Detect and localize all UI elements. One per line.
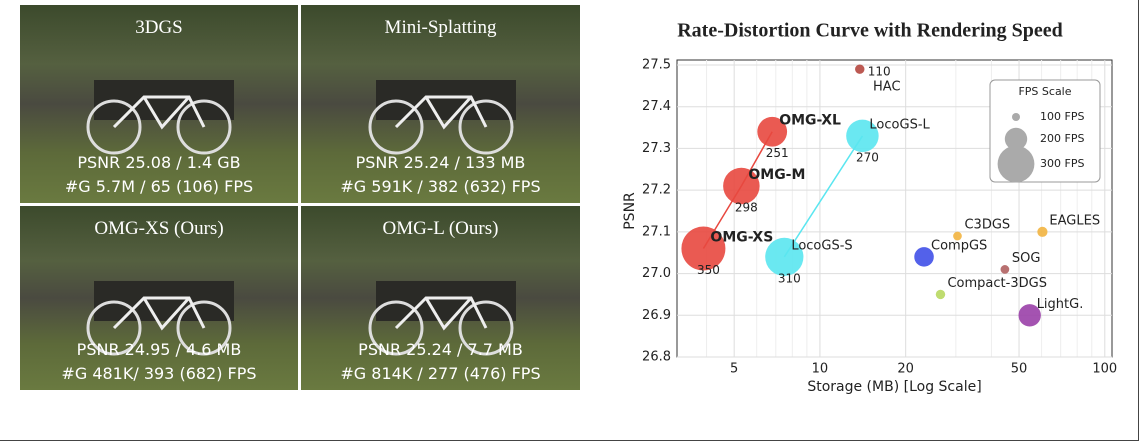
legend-label: 100 FPS — [1040, 110, 1084, 123]
caption: PSNR 24.95 / 4.6 MB — [20, 340, 298, 359]
point-label: CompGS — [931, 238, 987, 253]
point-label: C3DGS — [964, 218, 1010, 233]
fps-label: 251 — [766, 146, 789, 160]
point-label: LightG. — [1037, 297, 1084, 312]
caption: PSNR 25.24 / 7.7 MB — [301, 340, 580, 359]
y-tick-label: 27.3 — [642, 141, 671, 156]
y-tick-label: 26.9 — [642, 308, 671, 323]
bike-shape — [356, 75, 526, 155]
point-label: OMG-M — [748, 167, 805, 183]
point-label: OMG-XL — [779, 113, 841, 129]
y-tick-label: 27.4 — [642, 99, 671, 114]
image-panel: 3DGS PSNR 25.08 / 1.4 GB #G 5.7M / 65 (106… — [20, 5, 298, 203]
x-tick-label: 10 — [812, 362, 829, 377]
caption: PSNR 25.08 / 1.4 GB — [20, 153, 298, 172]
y-tick-label: 27.2 — [642, 183, 671, 198]
y-tick-label: 27.1 — [642, 224, 671, 239]
x-tick-label: 50 — [1011, 362, 1028, 377]
legend-bubble — [1012, 113, 1020, 121]
panel-title: 3DGS — [20, 17, 298, 39]
chart-title: Rate-Distortion Curve with Rendering Spe… — [677, 20, 1063, 42]
bubble — [1037, 227, 1047, 237]
panel-title: OMG-XS (Ours) — [20, 218, 298, 240]
point-label: Compact-3DGS — [947, 276, 1046, 291]
legend-bubble — [998, 146, 1035, 183]
page: 3DGS PSNR 25.08 / 1.4 GB #G 5.7M / 65 (106… — [0, 0, 1140, 442]
image-panel: OMG-XS (Ours) PSNR 24.95 / 4.6 MB #G 481K/… — [20, 206, 298, 390]
caption: #G 481K/ 393 (682) FPS — [20, 364, 298, 383]
caption: PSNR 25.24 / 133 MB — [301, 153, 580, 172]
legend-label: 200 FPS — [1040, 132, 1084, 145]
image-panel: OMG-L (Ours) PSNR 25.24 / 7.7 MB #G 814K /… — [301, 206, 580, 390]
fps-label: 270 — [856, 150, 879, 164]
bubble — [1001, 265, 1010, 274]
point-label: EAGLES — [1049, 213, 1100, 228]
bike-shape — [74, 75, 244, 155]
fps-label: 110 — [868, 65, 891, 79]
x-axis-label: Storage (MB) [Log Scale] — [807, 379, 981, 395]
bubble — [855, 64, 864, 73]
point-label: HAC — [873, 80, 901, 95]
y-axis-label: PSNR — [622, 192, 638, 230]
y-tick-label: 27.0 — [642, 266, 671, 281]
point-label: LocoGS-S — [791, 238, 852, 253]
x-tick-label: 100 — [1092, 362, 1117, 377]
point-label: OMG-XS — [710, 230, 773, 246]
caption: #G 814K / 277 (476) FPS — [301, 364, 580, 383]
y-tick-label: 26.8 — [642, 350, 671, 365]
fps-label: 350 — [697, 263, 720, 277]
caption: #G 591K / 382 (632) FPS — [301, 177, 580, 196]
point-label: LocoGS-L — [869, 117, 930, 132]
fps-label: 298 — [735, 200, 758, 214]
chart: Rate-Distortion Curve with Rendering Spe… — [600, 0, 1140, 400]
panel-title: Mini-Splatting — [301, 17, 580, 39]
bubble — [936, 290, 945, 299]
legend-label: 300 FPS — [1040, 157, 1084, 170]
point-label: SOG — [1012, 251, 1041, 266]
y-tick-label: 27.5 — [642, 58, 671, 73]
fps-label: 310 — [778, 271, 801, 285]
caption: #G 5.7M / 65 (106) FPS — [20, 177, 298, 196]
x-tick-label: 20 — [897, 362, 914, 377]
x-tick-label: 5 — [730, 362, 738, 377]
image-panel: Mini-Splatting PSNR 25.24 / 133 MB #G 591K… — [301, 5, 580, 203]
panel-title: OMG-L (Ours) — [301, 218, 580, 240]
legend-title: FPS Scale — [1018, 85, 1071, 98]
